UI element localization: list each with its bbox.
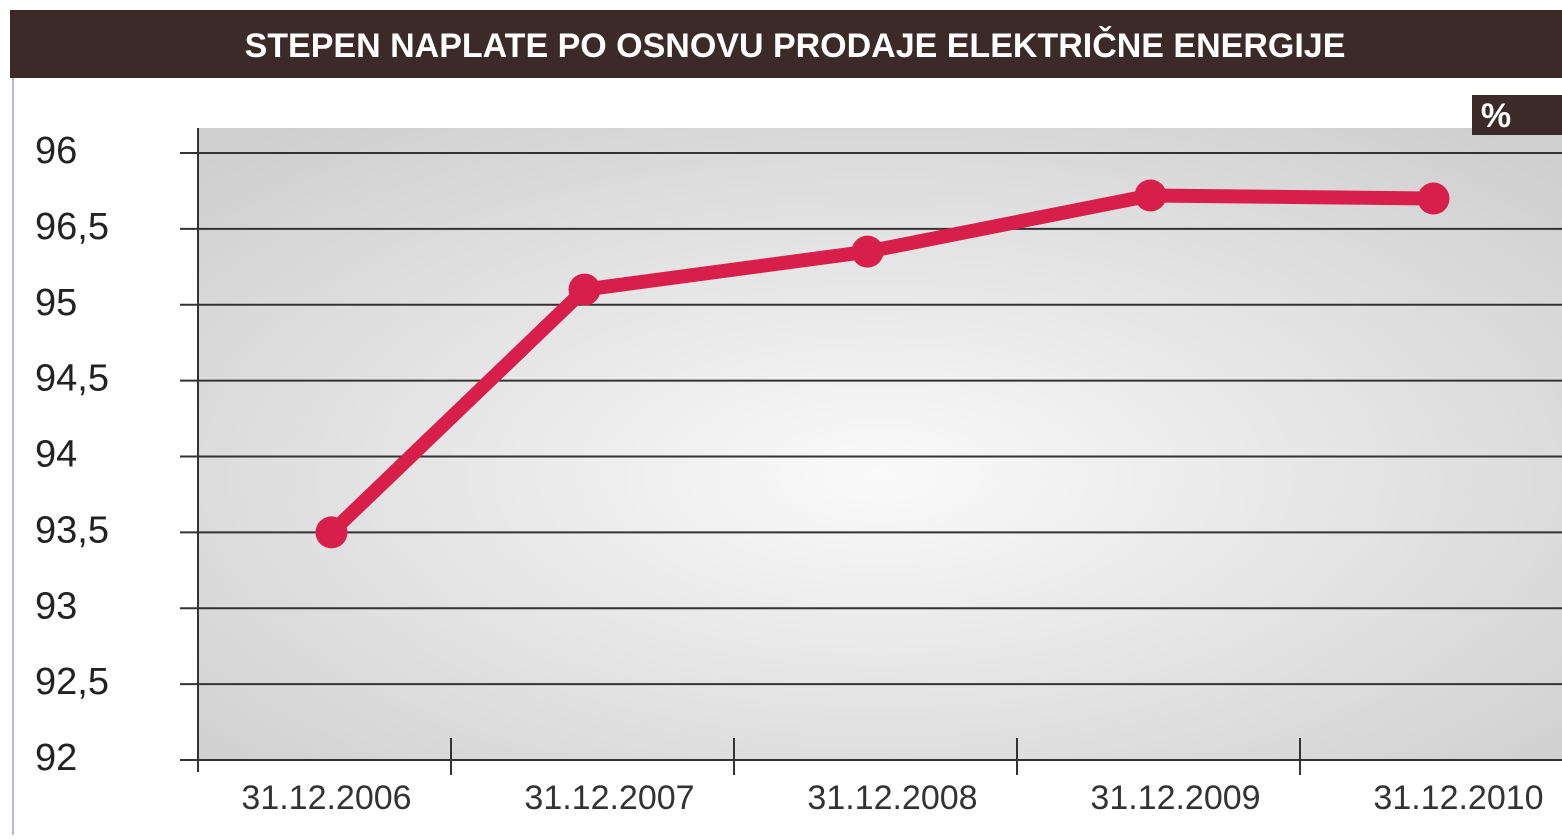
- x-tick-label: 31.12.2009: [1090, 779, 1260, 817]
- data-point: [1417, 182, 1450, 215]
- y-tick-label: 96: [35, 130, 77, 172]
- x-tick-label: 31.12.2006: [241, 779, 411, 817]
- chart-title: STEPEN NAPLATE PO OSNOVU PRODAJE ELEKTRI…: [245, 26, 1346, 65]
- y-tick-label: 94,5: [35, 358, 109, 400]
- data-point: [1134, 179, 1167, 212]
- x-tick-label: 31.12.2008: [807, 779, 977, 817]
- data-point: [851, 235, 884, 268]
- y-tick-label: 93: [35, 585, 77, 627]
- y-tick-label: 96,5: [35, 206, 109, 248]
- x-tick-label: 31.12.2010: [1373, 779, 1543, 817]
- data-point: [568, 273, 601, 306]
- y-tick-label: 92,5: [35, 661, 109, 703]
- x-tick-label: 31.12.2007: [524, 779, 694, 817]
- unit-label: %: [1481, 97, 1511, 135]
- y-tick-label: 95: [35, 282, 77, 324]
- title-bar: [10, 10, 1562, 78]
- plot-area: [198, 128, 1562, 760]
- data-point: [315, 516, 348, 549]
- y-tick-label: 94: [35, 434, 77, 476]
- y-tick-label: 93,5: [35, 509, 109, 551]
- unit-box: [1472, 95, 1562, 135]
- y-tick-label: 92: [35, 737, 77, 779]
